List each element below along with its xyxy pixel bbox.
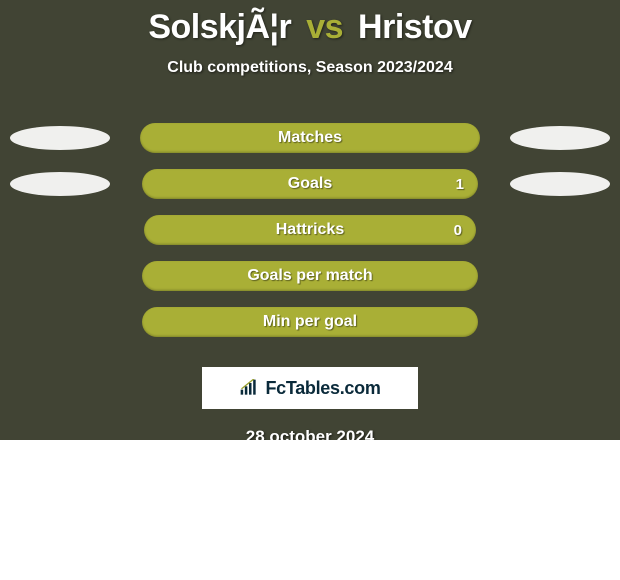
player2-value-ellipse	[510, 172, 610, 196]
stat-bar: Hattricks 0	[144, 215, 476, 245]
player1-value-ellipse	[10, 126, 110, 150]
stat-row: Goals per match	[0, 253, 620, 299]
stat-label: Hattricks	[276, 221, 344, 239]
stat-row: Matches	[0, 115, 620, 161]
stat-value-right: 1	[456, 176, 464, 193]
player1-value-ellipse	[10, 172, 110, 196]
brand-badge: FcTables.com	[202, 367, 418, 409]
stat-row: Hattricks 0	[0, 207, 620, 253]
stat-bar: Goals 1	[142, 169, 478, 199]
stat-label: Matches	[278, 129, 342, 147]
player2-name: Hristov	[358, 8, 472, 46]
stat-row: Min per goal	[0, 299, 620, 345]
stat-bar: Matches	[140, 123, 480, 153]
stat-value-right: 0	[454, 222, 462, 239]
player2-value-ellipse	[510, 126, 610, 150]
stat-bar: Min per goal	[142, 307, 478, 337]
stat-bar: Goals per match	[142, 261, 478, 291]
stat-label: Min per goal	[263, 313, 357, 331]
brand-text: FcTables.com	[265, 378, 380, 399]
vs-label: vs	[306, 8, 343, 46]
stat-label: Goals	[288, 175, 332, 193]
player1-name: SolskjÃ¦r	[148, 8, 291, 46]
stat-label: Goals per match	[247, 267, 372, 285]
stat-rows: Matches Goals 1 Hattricks 0 Goals per match Mi…	[0, 115, 620, 345]
comparison-card: SolskjÃ¦r vs Hristov Club competitions, …	[0, 0, 620, 580]
brand-chart-icon	[239, 379, 259, 397]
stat-row: Goals 1	[0, 161, 620, 207]
page-title: SolskjÃ¦r vs Hristov	[0, 0, 620, 47]
subtitle: Club competitions, Season 2023/2024	[0, 59, 620, 77]
blank-area	[0, 440, 620, 580]
